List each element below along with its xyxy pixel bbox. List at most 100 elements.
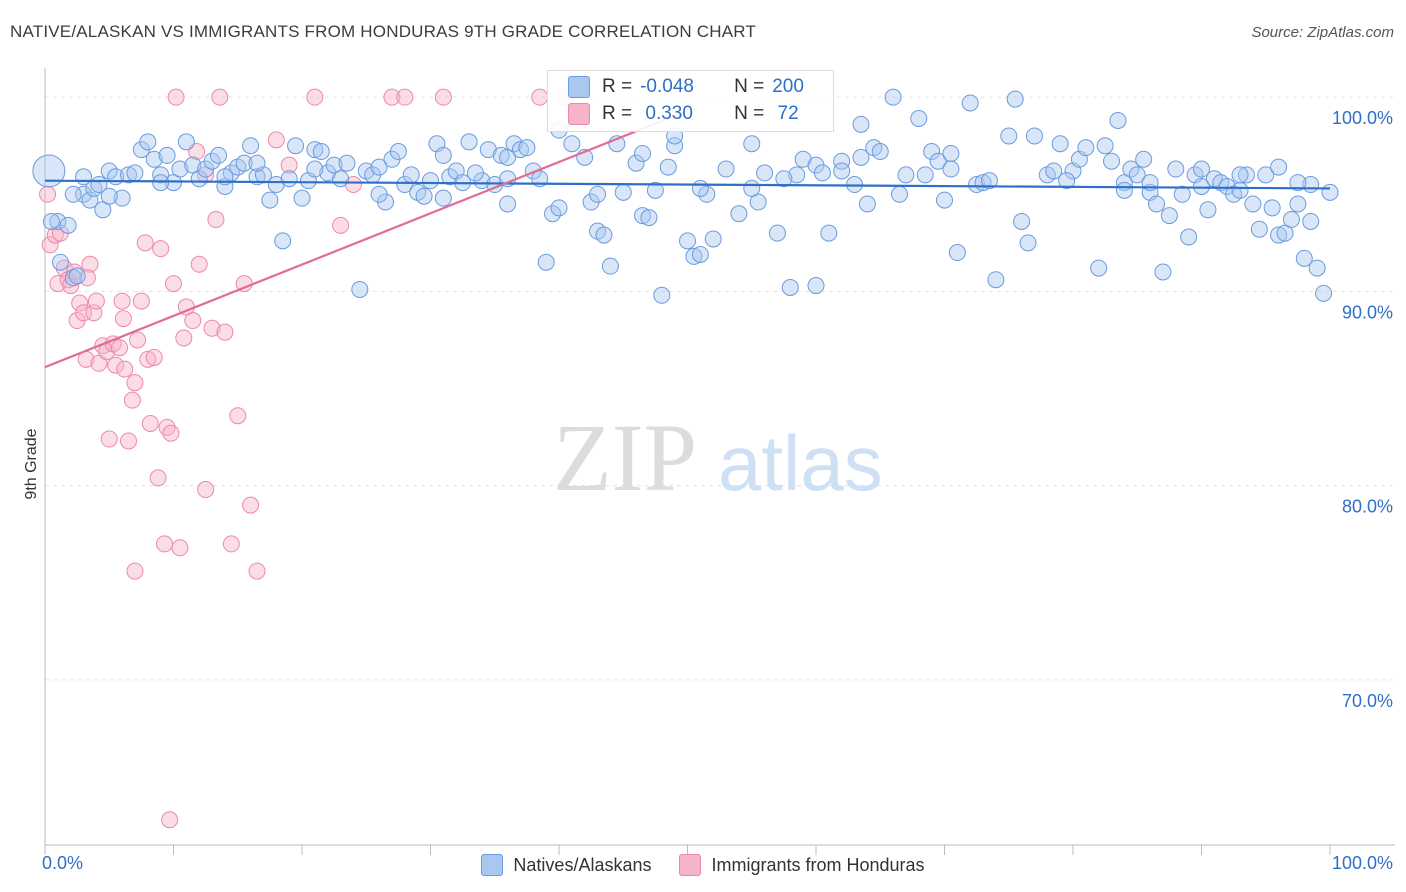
natives-point [544,205,562,223]
natives-point [820,224,838,242]
natives-point [743,135,761,153]
natives-point [923,143,941,161]
honduras-point [114,310,132,328]
natives-point [402,166,420,184]
honduras-point [126,562,144,580]
natives-point [1295,249,1313,267]
natives-point [1128,166,1146,184]
honduras-legend-label: Immigrants from Honduras [711,854,925,875]
source-label: Source: ZipAtlas.com [1251,24,1394,41]
natives-point [813,164,831,182]
y-tick-label: 80.0% [1342,497,1393,517]
natives-point [858,195,876,213]
natives-point [1077,139,1095,157]
natives-point [68,267,86,285]
natives-point [1193,177,1210,195]
natives-point [1270,158,1288,176]
natives-point [94,201,112,219]
natives-point [749,193,767,211]
natives-point [100,162,118,180]
honduras-point [39,185,57,203]
natives-point [312,143,330,161]
natives-point [634,144,652,162]
natives-point [666,137,684,155]
r-value-honduras: 0.330 [640,103,693,124]
natives-trend-line [44,179,1331,190]
natives-point [614,183,632,201]
natives-point [852,115,870,133]
natives-point [595,226,613,244]
honduras-point [120,432,138,450]
honduras-point [129,331,147,349]
natives-point [242,137,260,155]
natives-point [1154,263,1172,281]
natives-point [370,158,388,176]
x-tick-label: 0.0% [42,853,83,873]
honduras-point [267,131,285,149]
natives-point [1289,174,1307,192]
stats-legend: R = -0.048 N = 200 R = 0.330 N = 72 [547,70,834,132]
natives-point [293,189,311,207]
honduras-point [167,88,185,106]
series-legend: Natives/Alaskans Immigrants from Hondura… [0,851,1406,879]
honduras-point [197,481,215,499]
honduras-point [107,356,125,374]
honduras-point [113,292,131,310]
natives-point [550,199,568,217]
natives-point [1090,259,1108,277]
natives-point [1250,220,1268,238]
honduras-point [75,304,93,322]
natives-point [1282,211,1300,229]
natives-point [499,195,517,213]
natives-point [152,174,170,192]
natives-point [788,166,806,184]
natives-point [42,212,60,230]
natives-point [833,152,851,170]
honduras-point [41,236,59,254]
honduras-point [141,414,159,432]
natives-point [75,185,93,203]
natives-point [1263,199,1281,217]
honduras-point [211,88,229,106]
natives-point [518,139,536,157]
honduras-point [306,88,324,106]
natives-point [1103,152,1121,170]
natives-point [1199,201,1217,219]
natives-point [1180,228,1198,246]
natives-point [775,170,793,188]
natives-point [1231,166,1249,184]
r-value-natives: -0.048 [640,76,694,97]
natives-point [351,280,369,298]
n-value-honduras: 72 [772,103,799,124]
natives-point [165,174,182,192]
natives-point [1231,181,1249,199]
natives-point [1051,135,1069,153]
natives-point [961,94,979,112]
stats-row-honduras: R = 0.330 N = 72 [568,102,799,126]
natives-point [942,144,960,162]
natives-point [120,166,138,184]
honduras-point [434,88,452,106]
tick-labels: 100.0% 90.0% 80.0% 70.0% 0.0% 100.0% [42,108,1393,873]
legend-item-natives[interactable]: Natives/Alaskans [481,854,651,876]
natives-point [274,232,292,250]
honduras-point [78,269,96,287]
honduras-point [111,339,129,357]
honduras-point [175,329,193,347]
natives-point [499,148,517,166]
natives-point [781,279,799,297]
natives-points [32,88,1339,304]
natives-point [980,172,998,190]
watermark-atlas: atlas [718,419,883,507]
natives-point [1276,224,1294,242]
legend-item-honduras[interactable]: Immigrants from Honduras [679,854,925,876]
natives-point [942,160,960,178]
honduras-point [132,292,150,310]
honduras-point [531,88,549,106]
honduras-point [49,275,67,293]
honduras-point [123,391,141,409]
natives-legend-label: Natives/Alaskans [513,854,652,875]
natives-point [306,141,324,159]
natives-point [1308,259,1326,277]
honduras-point [184,312,202,330]
